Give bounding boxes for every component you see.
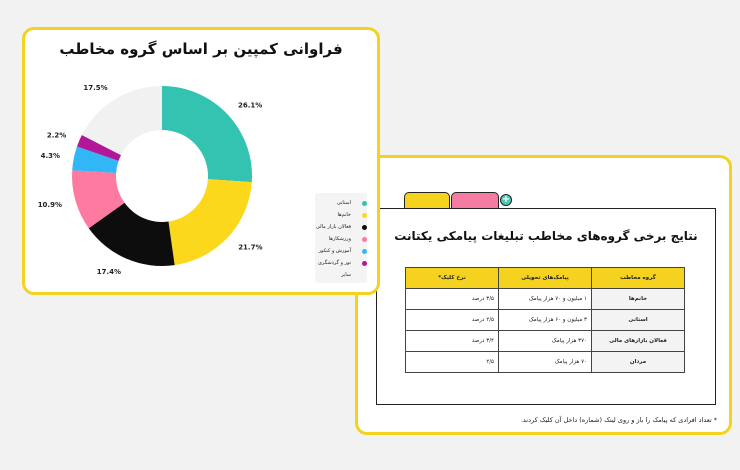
legend-label: فعالان بازار مالی (315, 224, 351, 230)
donut-slice (162, 86, 252, 183)
slice-label: 26.1% (238, 101, 262, 109)
legend-swatch (362, 260, 367, 266)
results-card: + نتایج برخی گروه‌های مخاطب تبلیغات پیام… (355, 155, 732, 435)
chart-title: فراوانی کمپین بر اساس گروه مخاطب (59, 40, 343, 58)
donut-slice (81, 86, 162, 156)
footnote: * تعداد افرادی که پیامک را باز و روی لین… (520, 416, 717, 424)
legend-item: سایر (315, 269, 367, 281)
legend-label: ورزشکارها (328, 236, 351, 242)
donut-slice (72, 146, 119, 174)
legend-item: ورزشکارها (315, 233, 367, 245)
legend-item: فعالان بازار مالی (315, 221, 367, 233)
table-cell: ۳۷۰ هزار پیامک (498, 330, 592, 352)
slice-label: 4.3% (41, 152, 60, 160)
table-cell: ۷۰ هزار پیامک (498, 351, 592, 373)
legend-label: آموزش و کنکور (318, 248, 351, 254)
donut-slice (76, 135, 122, 161)
slice-label: 17.4% (97, 268, 121, 276)
table-header-row: گروه مخاطب پیامک‌های تحویلی نرخ کلیک* (405, 267, 685, 289)
table-row: مردان ۷۰ هزار پیامک ۲/۵ (405, 351, 685, 373)
legend-swatch (362, 200, 367, 206)
legend-label: خانم‌ها (337, 212, 352, 218)
column-header: پیامک‌های تحویلی (498, 267, 592, 289)
legend-label: سایر (341, 272, 351, 278)
donut-slice (88, 202, 175, 266)
table-cell: فعالان بازارهای مالی (591, 330, 685, 352)
slice-label: 10.9% (38, 201, 62, 209)
donut-chart: 26.1% 21.7% 17.4% 10.9% 4.3% 2.2% 17.5% (38, 84, 263, 276)
legend-swatch (362, 248, 367, 254)
donut-slice (72, 170, 125, 229)
chart-card: فراوانی کمپین بر اساس گروه مخاطب 26.1% 21… (22, 27, 380, 295)
results-table: گروه مخاطب پیامک‌های تحویلی نرخ کلیک* خا… (405, 267, 685, 373)
table-row: فعالان بازارهای مالی ۳۷۰ هزار پیامک ۳/۴ … (405, 330, 685, 352)
table-cell: خانم‌ها (591, 288, 685, 310)
table-cell: ۲/۵ درصد (405, 309, 499, 331)
table-cell: استانی (591, 309, 685, 331)
table-cell: ۳/۵ درصد (405, 288, 499, 310)
slice-label: 2.2% (47, 132, 66, 140)
table-row: استانی ۳ میلیون و ۶۰ هزار پیامک ۲/۵ درصد (405, 309, 685, 331)
table-cell: ۱ میلیون و ۷۰ هزار پیامک (498, 288, 592, 310)
table-title: نتایج برخی گروه‌های مخاطب تبلیغات پیامکی… (394, 229, 698, 243)
legend-swatch (362, 224, 367, 230)
donut-slice (168, 179, 252, 266)
legend-swatch (362, 273, 367, 278)
legend-item: آموزش و کنکور (315, 245, 367, 257)
legend-label: استانی (336, 200, 351, 206)
table-cell: ۳/۴ درصد (405, 330, 499, 352)
slice-label: 17.5% (83, 84, 107, 92)
legend-swatch (362, 212, 367, 218)
table-cell: مردان (591, 351, 685, 373)
legend-item: استانی (315, 197, 367, 209)
column-header: گروه مخاطب (591, 267, 685, 289)
legend-item: خانم‌ها (315, 209, 367, 221)
table-row: خانم‌ها ۱ میلیون و ۷۰ هزار پیامک ۳/۵ درص… (405, 288, 685, 310)
table-frame: نتایج برخی گروه‌های مخاطب تبلیغات پیامکی… (376, 208, 716, 405)
slice-label: 21.7% (238, 243, 262, 251)
legend-swatch (362, 236, 367, 242)
chart-legend: استانی خانم‌ها فعالان بازار مالی ورزشکارها آ… (315, 193, 367, 283)
legend-item: تور و گردشگری (315, 257, 367, 269)
table-cell: ۲/۵ (405, 351, 499, 373)
add-tab-icon[interactable]: + (500, 194, 512, 206)
column-header: نرخ کلیک* (405, 267, 499, 289)
table-cell: ۳ میلیون و ۶۰ هزار پیامک (498, 309, 592, 331)
legend-label: تور و گردشگری (318, 260, 351, 266)
